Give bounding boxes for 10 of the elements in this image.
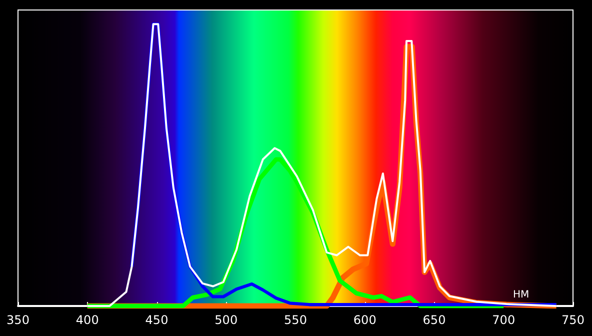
x-axis-title: НМ: [513, 290, 530, 300]
x-tick-label: 750: [562, 313, 584, 327]
x-tick-label: 350: [6, 313, 30, 327]
x-tick-label: 550: [284, 313, 307, 327]
x-tick-label: 650: [422, 313, 446, 327]
x-tick-label: 600: [353, 313, 376, 327]
x-tick-label: 450: [145, 313, 168, 327]
x-tick-label: 700: [492, 313, 516, 327]
x-tick-label: 400: [76, 313, 99, 327]
x-tick-label: 500: [214, 313, 238, 327]
